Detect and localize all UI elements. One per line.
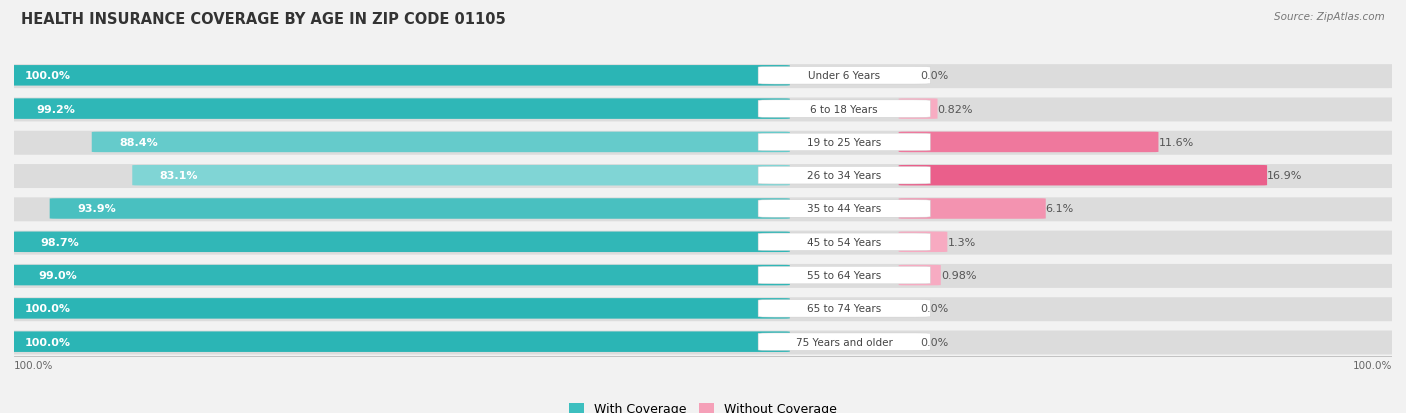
Text: 45 to 54 Years: 45 to 54 Years <box>807 237 882 247</box>
FancyBboxPatch shape <box>758 300 931 317</box>
Text: 35 to 44 Years: 35 to 44 Years <box>807 204 882 214</box>
FancyBboxPatch shape <box>10 99 790 120</box>
Text: 1.3%: 1.3% <box>948 237 976 247</box>
Text: 65 to 74 Years: 65 to 74 Years <box>807 304 882 313</box>
FancyBboxPatch shape <box>132 166 790 186</box>
Text: 75 Years and older: 75 Years and older <box>796 337 893 347</box>
FancyBboxPatch shape <box>0 98 1406 122</box>
Text: 99.2%: 99.2% <box>37 104 76 114</box>
FancyBboxPatch shape <box>758 267 931 284</box>
Text: 26 to 34 Years: 26 to 34 Years <box>807 171 882 181</box>
FancyBboxPatch shape <box>758 101 931 118</box>
FancyBboxPatch shape <box>898 199 1046 219</box>
FancyBboxPatch shape <box>758 134 931 151</box>
Text: 100.0%: 100.0% <box>25 71 72 81</box>
FancyBboxPatch shape <box>758 333 931 351</box>
FancyBboxPatch shape <box>898 166 1267 186</box>
Text: 0.0%: 0.0% <box>921 71 949 81</box>
Text: 98.7%: 98.7% <box>41 237 79 247</box>
FancyBboxPatch shape <box>0 231 1406 255</box>
Legend: With Coverage, Without Coverage: With Coverage, Without Coverage <box>564 397 842 413</box>
FancyBboxPatch shape <box>758 200 931 218</box>
FancyBboxPatch shape <box>13 232 790 252</box>
FancyBboxPatch shape <box>758 67 931 85</box>
FancyBboxPatch shape <box>758 233 931 251</box>
Text: 93.9%: 93.9% <box>77 204 115 214</box>
Text: 55 to 64 Years: 55 to 64 Years <box>807 271 882 280</box>
Text: 0.0%: 0.0% <box>921 337 949 347</box>
FancyBboxPatch shape <box>758 167 931 185</box>
FancyBboxPatch shape <box>11 265 790 286</box>
FancyBboxPatch shape <box>898 232 948 252</box>
Text: 83.1%: 83.1% <box>160 171 198 181</box>
Text: HEALTH INSURANCE COVERAGE BY AGE IN ZIP CODE 01105: HEALTH INSURANCE COVERAGE BY AGE IN ZIP … <box>21 12 506 27</box>
Text: 99.0%: 99.0% <box>38 271 77 280</box>
Text: Source: ZipAtlas.com: Source: ZipAtlas.com <box>1274 12 1385 22</box>
FancyBboxPatch shape <box>0 331 1406 355</box>
FancyBboxPatch shape <box>49 199 790 219</box>
Text: 6 to 18 Years: 6 to 18 Years <box>810 104 877 114</box>
FancyBboxPatch shape <box>898 99 938 120</box>
Text: 88.4%: 88.4% <box>120 138 157 147</box>
FancyBboxPatch shape <box>3 66 790 86</box>
Text: 100.0%: 100.0% <box>14 360 53 370</box>
Text: 100.0%: 100.0% <box>25 304 72 313</box>
Text: 0.82%: 0.82% <box>938 104 973 114</box>
Text: 0.98%: 0.98% <box>941 271 976 280</box>
FancyBboxPatch shape <box>3 332 790 352</box>
Text: 100.0%: 100.0% <box>1353 360 1392 370</box>
FancyBboxPatch shape <box>0 198 1406 222</box>
FancyBboxPatch shape <box>0 65 1406 89</box>
FancyBboxPatch shape <box>0 165 1406 189</box>
Text: 6.1%: 6.1% <box>1046 204 1074 214</box>
FancyBboxPatch shape <box>898 265 941 286</box>
Text: 11.6%: 11.6% <box>1159 138 1194 147</box>
FancyBboxPatch shape <box>898 132 1159 153</box>
Text: 19 to 25 Years: 19 to 25 Years <box>807 138 882 147</box>
FancyBboxPatch shape <box>0 297 1406 321</box>
FancyBboxPatch shape <box>91 132 790 153</box>
FancyBboxPatch shape <box>0 264 1406 288</box>
FancyBboxPatch shape <box>3 299 790 319</box>
Text: 0.0%: 0.0% <box>921 304 949 313</box>
Text: 16.9%: 16.9% <box>1267 171 1302 181</box>
Text: 100.0%: 100.0% <box>25 337 72 347</box>
Text: Under 6 Years: Under 6 Years <box>808 71 880 81</box>
FancyBboxPatch shape <box>0 131 1406 155</box>
